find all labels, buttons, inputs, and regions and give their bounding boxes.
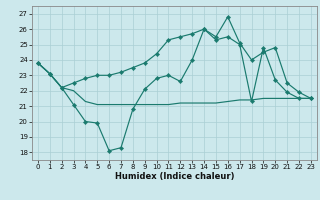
- X-axis label: Humidex (Indice chaleur): Humidex (Indice chaleur): [115, 172, 234, 181]
